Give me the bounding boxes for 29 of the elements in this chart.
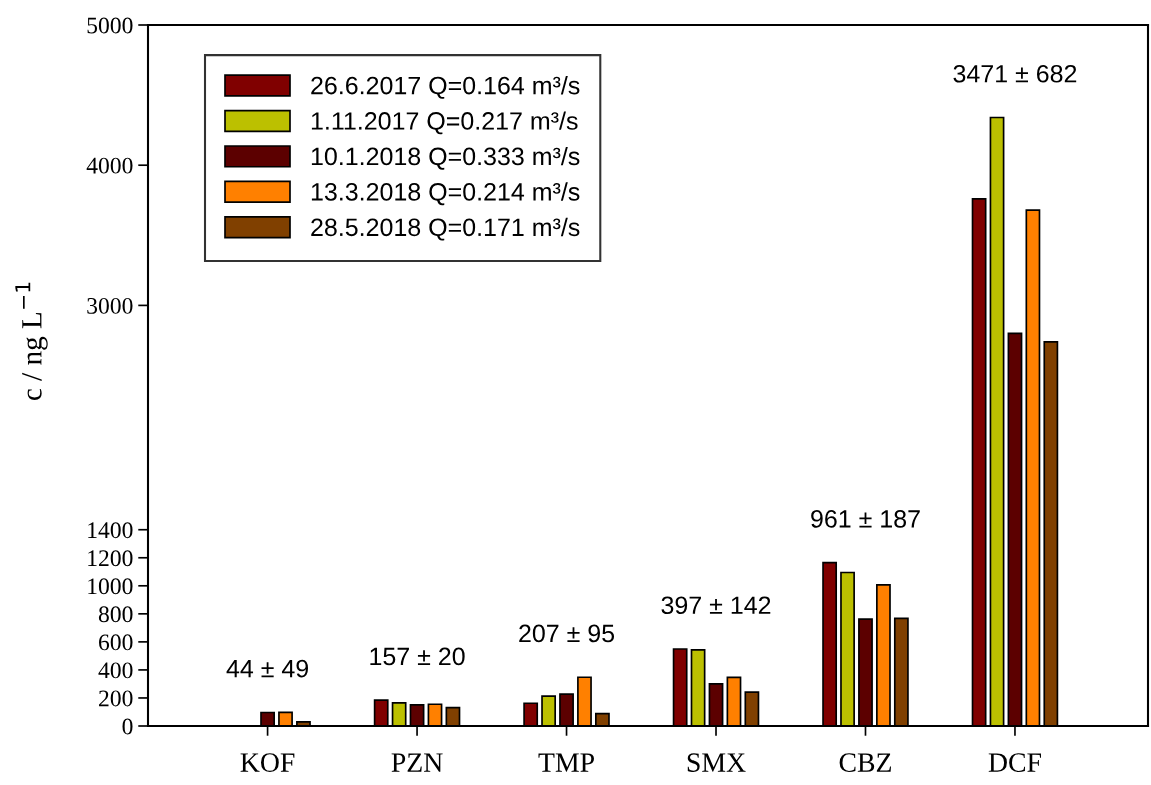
y-tick-label: 800 <box>98 606 133 623</box>
x-tick-label: PZN <box>391 753 443 772</box>
y-tick-label: 5000 <box>87 17 133 34</box>
annotation: 157 ± 20 <box>370 647 465 666</box>
legend-label: 1.11.2017 Q=0.217 m³/s <box>311 111 578 135</box>
legend-label: 26.6.2017 Q=0.164 m³/s <box>311 76 580 99</box>
annotation: 397 ± 142 <box>661 596 771 615</box>
x-tick-label: DCF <box>988 753 1041 772</box>
y-tick-label: 1200 <box>88 550 133 567</box>
x-tick-label: SMX <box>687 753 746 772</box>
annotation: 207 ± 95 <box>519 624 615 643</box>
annotation: 44 ± 49 <box>226 659 309 678</box>
y-axis-title: c / ng L$^{−1}$ <box>15 282 48 400</box>
y-tick-label: 600 <box>99 634 133 651</box>
annotation: 3471 ± 682 <box>953 64 1077 83</box>
y-tick-label: 400 <box>98 662 133 679</box>
y-tick-label: 1400 <box>88 522 133 539</box>
annotation: 961 ± 187 <box>811 510 920 528</box>
y-tick-label: 0 <box>122 718 133 735</box>
y-tick-label: 1000 <box>88 578 133 595</box>
x-tick-label: CBZ <box>839 753 891 772</box>
x-tick-label: TMP <box>538 753 594 772</box>
x-tick-label: KOF <box>240 753 295 772</box>
y-tick-label: 3000 <box>87 297 133 314</box>
y-tick-label: 4000 <box>86 157 133 174</box>
legend-label: 13.3.2018 Q=0.214 m³/s <box>311 182 580 206</box>
legend-label: 28.5.2018 Q=0.171 m³/s <box>311 217 580 241</box>
y-tick-label: 200 <box>99 690 133 707</box>
legend-label: 10.1.2018 Q=0.333 m³/s <box>311 146 580 170</box>
